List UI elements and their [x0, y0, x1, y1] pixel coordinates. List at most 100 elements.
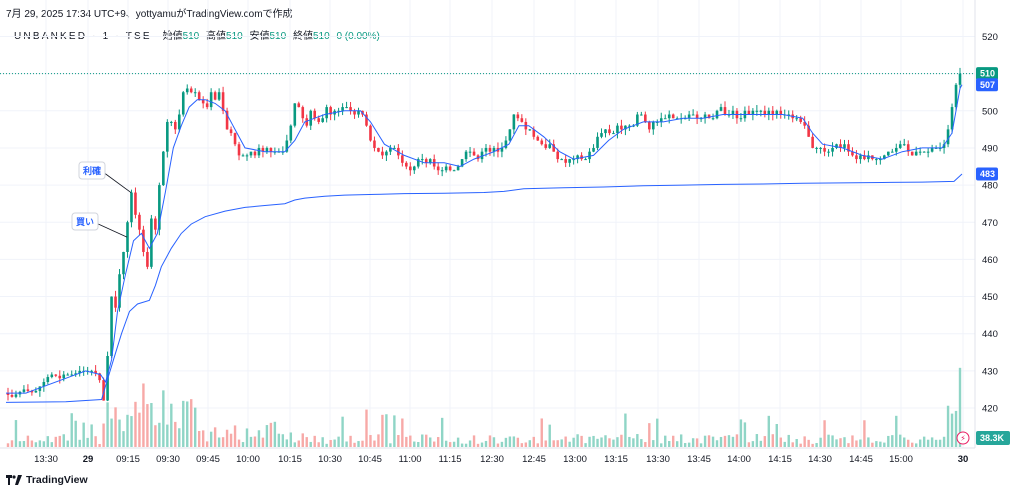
candle-body — [719, 107, 723, 111]
candle-body — [377, 147, 380, 152]
candle-body — [62, 374, 66, 379]
alert-icon[interactable]: ⚡ — [956, 431, 970, 445]
x-tick-label: 15:00 — [889, 454, 913, 465]
candle-body — [472, 151, 476, 156]
candle-body — [644, 114, 647, 122]
volume-bar — [349, 435, 352, 447]
volume-bar — [887, 435, 890, 447]
volume-bar — [162, 390, 165, 447]
volume-bar — [66, 440, 69, 447]
candle-body — [831, 147, 834, 152]
volume-bar — [138, 412, 141, 447]
volume-bar — [775, 424, 778, 447]
candle-body — [373, 140, 376, 148]
x-tick-label: 14:30 — [808, 454, 832, 465]
volume-bar — [106, 402, 109, 447]
volume-bar — [831, 435, 834, 447]
candle-body — [811, 136, 814, 148]
volume-bar — [679, 434, 683, 447]
candle-body — [205, 103, 209, 108]
candle-body — [349, 107, 352, 111]
candle-body — [150, 218, 153, 267]
annotation-sell[interactable]: 利確 — [78, 161, 132, 193]
volume-bar — [190, 399, 193, 447]
volume-bar — [261, 437, 265, 447]
x-tick-label: 10:45 — [358, 454, 382, 465]
candle-body — [592, 147, 595, 152]
volume-bar — [727, 435, 731, 447]
volume-bar — [448, 442, 452, 447]
x-tick-label: 13:15 — [604, 454, 628, 465]
candle-body — [197, 92, 201, 100]
candle-body — [855, 155, 858, 160]
candle-body — [863, 155, 866, 160]
volume-bar — [297, 440, 300, 447]
candle-body — [775, 110, 779, 115]
candle-body — [118, 274, 121, 308]
volume-bar — [644, 442, 647, 447]
volume-bar — [592, 435, 595, 447]
tradingview-brand[interactable]: TradingView — [6, 474, 88, 486]
volume-bar — [544, 440, 547, 447]
candle-body — [54, 374, 58, 376]
candle-body — [552, 144, 556, 152]
x-tick-label: 14:00 — [727, 454, 751, 465]
volume-bar — [6, 443, 10, 447]
candle-body — [659, 118, 663, 122]
x-tick-label: 13:00 — [563, 454, 587, 465]
volume-bar — [723, 435, 727, 447]
x-tick-label: 09:15 — [116, 454, 140, 465]
volume-bar — [556, 440, 559, 447]
volume-bar — [791, 442, 794, 447]
candle-body — [110, 296, 113, 356]
volume-bar — [440, 417, 444, 447]
candle-body — [564, 159, 567, 163]
candle-body — [26, 389, 30, 391]
candle-body — [229, 129, 233, 134]
volume-bar — [588, 436, 591, 447]
volume-bar — [938, 439, 942, 447]
volume-bar — [883, 442, 886, 447]
candle-body — [166, 121, 169, 152]
candle-body — [381, 151, 384, 156]
candle-body — [851, 151, 854, 156]
ma-value-box: 507 — [976, 78, 998, 92]
candle-body — [520, 118, 524, 122]
volume-bar — [480, 442, 484, 447]
volume-bar — [213, 427, 217, 447]
volume-bar — [174, 421, 177, 447]
candle-body — [771, 110, 775, 115]
candle-body — [608, 129, 611, 134]
volume-bar — [524, 442, 528, 447]
candle-body — [532, 129, 536, 137]
volume-bar — [321, 437, 324, 447]
candle-body — [142, 229, 145, 252]
candle-body — [504, 140, 508, 148]
volume-bar — [911, 442, 914, 447]
annotation-buy[interactable]: 買い — [71, 212, 128, 238]
volume-bar — [743, 422, 747, 447]
volume-bar — [405, 436, 408, 447]
candle-body — [763, 110, 767, 115]
volume-bar — [739, 419, 743, 447]
x-tick-label: 11:00 — [398, 454, 421, 465]
volume-bar — [843, 437, 846, 447]
time-axis[interactable]: 13:30 29 09:15 09:30 09:45 10:00 10:15 10:30 10:… — [34, 454, 968, 465]
volume-bar — [130, 416, 133, 447]
x-tick-label: 29 — [83, 454, 94, 465]
candle-body — [114, 296, 117, 308]
volume-bar — [699, 443, 703, 447]
y-tick-label: 440 — [982, 329, 998, 340]
volume-bar — [118, 419, 121, 447]
volume-bar — [879, 441, 882, 447]
volume-bar — [217, 437, 221, 447]
candle-body — [233, 133, 237, 145]
candle-body — [297, 103, 301, 108]
volume-bar — [409, 435, 412, 447]
candle-body — [393, 147, 396, 149]
candle-body — [711, 118, 715, 120]
volume-bar — [369, 435, 372, 447]
volume-bar — [357, 441, 360, 447]
